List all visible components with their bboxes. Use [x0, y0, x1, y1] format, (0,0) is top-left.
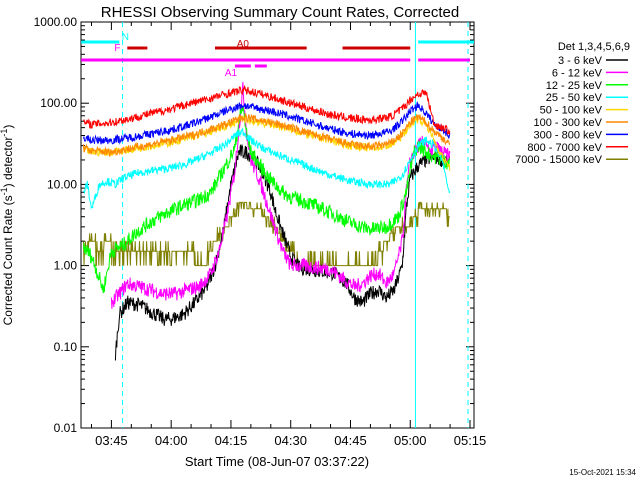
series-line [83, 101, 451, 145]
legend-entry-label: 3 - 6 keV [558, 55, 603, 67]
y-tick-label: 1000.00 [34, 15, 78, 29]
series-line [83, 114, 451, 172]
x-tick-label: 05:15 [454, 433, 487, 448]
y-label-exp2: -1 [0, 129, 9, 137]
timestamp: 15-Oct-2021 15:34 [569, 468, 636, 477]
x-tick-label: 04:15 [215, 433, 248, 448]
legend-entry-label: 50 - 100 keV [540, 105, 603, 117]
flag-label: A0 [237, 39, 250, 50]
plot-area [80, 21, 475, 429]
series-line [83, 84, 451, 135]
chart-title: RHESSI Observing Summary Count Rates, Co… [101, 4, 459, 21]
legend-entry-label: 300 - 800 keV [534, 129, 603, 141]
vertical-markers [122, 22, 469, 428]
flag-label: A1 [225, 68, 238, 79]
y-tick-label: 1.00 [54, 259, 78, 273]
y-label-part1: Corrected Count Rate (s [1, 195, 15, 325]
x-tick-label: 04:45 [334, 433, 367, 448]
y-label-exp1: -1 [0, 187, 9, 195]
legend-entry-label: 100 - 300 keV [534, 117, 603, 129]
legend-entry-label: 12 - 25 keV [546, 80, 603, 92]
x-axis-label: Start Time (08-Jun-07 03:37:22) [185, 454, 369, 469]
legend-entry-label: 25 - 50 keV [546, 92, 603, 104]
series-line [83, 106, 451, 294]
series-layer [83, 81, 451, 361]
legend-entry-label: 7000 - 15000 keV [515, 154, 603, 166]
x-tick-label: 05:00 [394, 433, 427, 448]
x-tick-label: 04:00 [155, 433, 188, 448]
y-axis-label-text: Corrected Count Rate (s-1) detector-1) [0, 125, 15, 326]
y-label-part3: ) [1, 125, 15, 129]
y-tick-label: 0.10 [54, 340, 78, 354]
y-label-part2: ) detector [1, 137, 15, 188]
x-tick-label: 03:45 [95, 433, 128, 448]
plot-border [80, 21, 475, 429]
flag-bars: NF A0 A1 [81, 32, 474, 79]
y-tick-label: 0.01 [54, 421, 78, 435]
series-line [110, 81, 451, 309]
series-line [114, 143, 451, 361]
legend-entry-label: 800 - 7000 keV [527, 142, 602, 154]
x-tick-label: 04:30 [274, 433, 307, 448]
legend-entry-label: 6 - 12 keV [552, 67, 603, 79]
y-tick-label: 10.00 [47, 177, 77, 191]
y-axis-label: Corrected Count Rate (s-1) detector-1) [0, 125, 15, 326]
series-line [83, 127, 451, 210]
flag-label: F [114, 43, 120, 54]
legend-header: Det 1,3,4,5,6,9 [558, 41, 630, 53]
x-axis: 03:45 04:00 04:15 04:30 04:45 05:00 05:15 [90, 22, 487, 448]
flag-label: N [122, 32, 129, 43]
series-line [83, 201, 450, 267]
series-line [83, 113, 451, 158]
y-tick-label: 100.00 [40, 96, 77, 110]
